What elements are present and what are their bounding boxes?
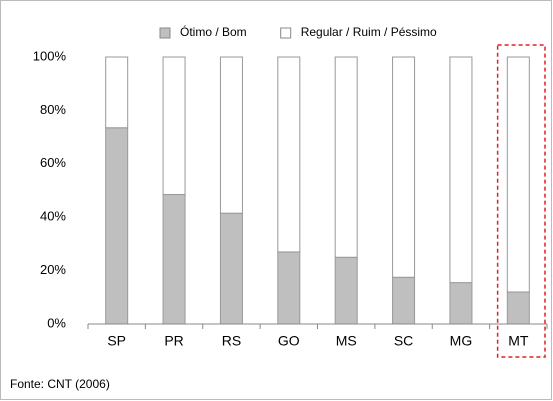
legend-label: Ótimo / Bom: [180, 24, 247, 39]
bar-segment: [105, 127, 129, 325]
bar-segment: [392, 276, 416, 325]
source-note: Fonte: CNT (2006): [10, 377, 110, 391]
legend-swatch: [159, 27, 171, 39]
bar-segment: [334, 256, 358, 325]
bar-segment: [162, 56, 186, 196]
bar-segment: [162, 194, 186, 325]
bar-segment: [449, 282, 473, 325]
x-tick-label: MS: [336, 333, 357, 349]
legend-swatch: [280, 27, 292, 39]
x-tick-label: MG: [450, 333, 473, 349]
x-tick-label: RS: [222, 333, 241, 349]
x-tick-label: SP: [107, 333, 126, 349]
y-tick-label: 20%: [40, 262, 66, 277]
bar-segment: [506, 56, 530, 293]
bar-segment: [449, 56, 473, 284]
x-tick-label: MT: [508, 333, 529, 349]
y-tick-label: 100%: [33, 48, 67, 63]
bar-segment: [506, 291, 530, 325]
y-tick-label: 40%: [40, 209, 66, 224]
x-tick-label: PR: [164, 333, 183, 349]
bar-segment: [277, 251, 301, 325]
y-tick-label: 0%: [47, 315, 66, 330]
y-tick-label: 60%: [40, 155, 66, 170]
bar-segment: [392, 56, 416, 278]
bar-segment: [219, 212, 243, 325]
y-tick-label: 80%: [40, 102, 66, 117]
bar-segment: [277, 56, 301, 253]
bar-segment: [219, 56, 243, 214]
legend-label: Regular / Ruim / Péssimo: [301, 25, 437, 39]
bar-segment: [105, 56, 129, 129]
bar-segment: [334, 56, 358, 258]
highlight-box: [496, 44, 546, 358]
x-tick-label: SC: [394, 333, 413, 349]
x-tick-label: GO: [278, 333, 300, 349]
